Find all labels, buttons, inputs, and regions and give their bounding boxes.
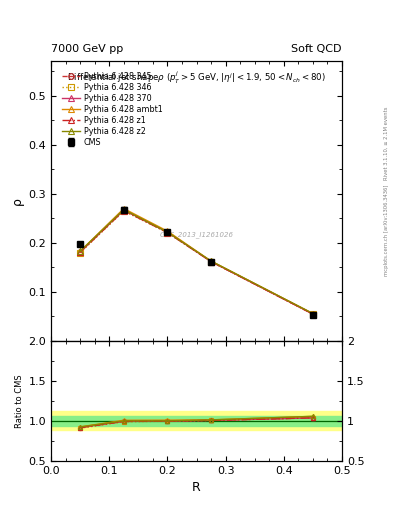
Pythia 6.428 z2	[165, 229, 170, 235]
Pythia 6.428 370	[209, 259, 213, 265]
Pythia 6.428 ambt1	[121, 205, 126, 211]
Line: Pythia 6.428 z2: Pythia 6.428 z2	[77, 207, 316, 316]
Line: Pythia 6.428 z1: Pythia 6.428 z1	[77, 208, 316, 317]
Y-axis label: ρ: ρ	[11, 197, 24, 205]
Line: Pythia 6.428 370: Pythia 6.428 370	[77, 207, 316, 317]
Pythia 6.428 346	[165, 229, 170, 236]
Line: Pythia 6.428 346: Pythia 6.428 346	[77, 208, 316, 317]
Pythia 6.428 ambt1	[165, 228, 170, 234]
Pythia 6.428 z2	[209, 258, 213, 264]
Pythia 6.428 345	[165, 229, 170, 235]
Pythia 6.428 ambt1	[310, 310, 315, 316]
Pythia 6.428 z2	[78, 248, 83, 254]
Pythia 6.428 370	[121, 207, 126, 213]
Pythia 6.428 370	[78, 249, 83, 255]
Text: 7000 GeV pp: 7000 GeV pp	[51, 44, 123, 54]
Text: Rivet 3.1.10, ≥ 2.1M events: Rivet 3.1.10, ≥ 2.1M events	[384, 106, 389, 180]
Pythia 6.428 z1	[165, 229, 170, 236]
Bar	[51, 411, 342, 431]
Text: mcplots.cern.ch [arXiv:1306.3436]: mcplots.cern.ch [arXiv:1306.3436]	[384, 185, 389, 276]
Pythia 6.428 370	[165, 229, 170, 235]
Pythia 6.428 z1	[310, 311, 315, 317]
Pythia 6.428 345	[78, 249, 83, 255]
Pythia 6.428 346	[209, 259, 213, 265]
Line: Pythia 6.428 ambt1: Pythia 6.428 ambt1	[77, 206, 316, 316]
Pythia 6.428 345	[209, 259, 213, 265]
Text: Soft QCD: Soft QCD	[292, 44, 342, 54]
Pythia 6.428 z1	[78, 249, 83, 255]
Pythia 6.428 z2	[310, 310, 315, 316]
Pythia 6.428 ambt1	[209, 258, 213, 264]
X-axis label: R: R	[192, 481, 201, 494]
Pythia 6.428 z2	[121, 206, 126, 212]
Pythia 6.428 z1	[121, 207, 126, 214]
Text: CMS_2013_I1261026: CMS_2013_I1261026	[160, 231, 233, 238]
Y-axis label: Ratio to CMS: Ratio to CMS	[15, 374, 24, 428]
Pythia 6.428 345	[121, 207, 126, 213]
Pythia 6.428 345	[310, 311, 315, 317]
Legend: Pythia 6.428 345, Pythia 6.428 346, Pythia 6.428 370, Pythia 6.428 ambt1, Pythia: Pythia 6.428 345, Pythia 6.428 346, Pyth…	[60, 70, 165, 150]
Pythia 6.428 346	[310, 311, 315, 317]
Pythia 6.428 370	[310, 311, 315, 317]
Pythia 6.428 346	[121, 208, 126, 214]
Pythia 6.428 z1	[209, 259, 213, 265]
Bar	[51, 416, 342, 425]
Line: Pythia 6.428 345: Pythia 6.428 345	[77, 207, 316, 317]
Pythia 6.428 ambt1	[78, 248, 83, 254]
Text: Differential jet shape$\rho$ ($p^j_T$$>$5 GeV, $|\eta^j|$$<$1.9, 50$<$$N_{ch}$$<: Differential jet shape$\rho$ ($p^j_T$$>$…	[67, 70, 326, 86]
Pythia 6.428 346	[78, 250, 83, 256]
